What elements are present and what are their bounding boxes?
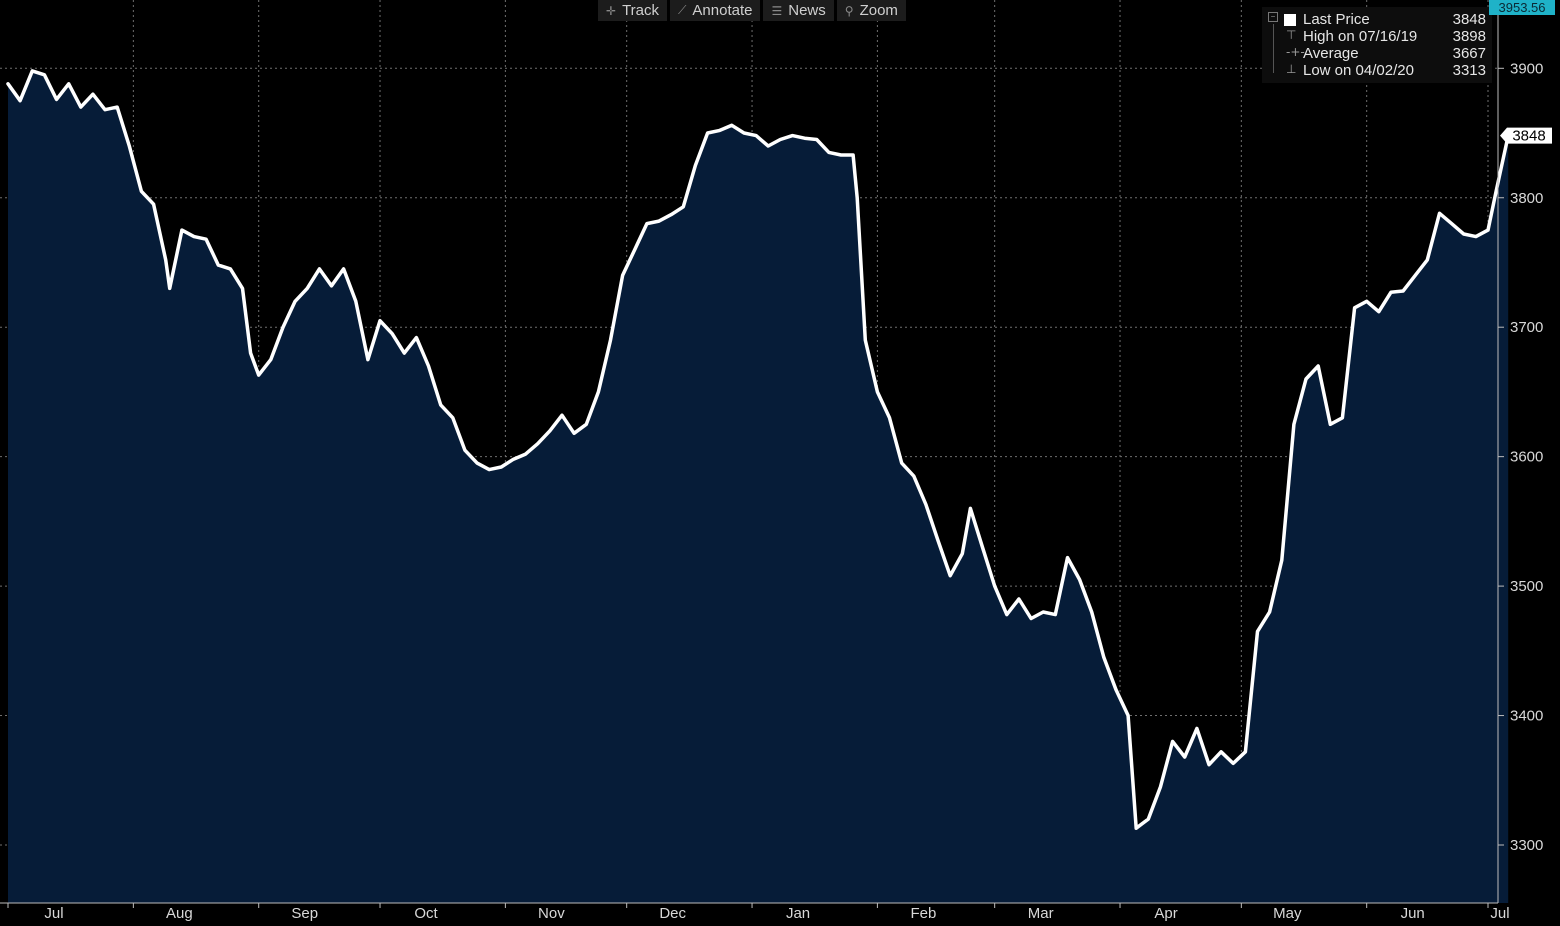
crosshair-icon: ✛ (606, 3, 617, 18)
x-tick-label: Apr (1154, 905, 1177, 922)
legend-bracket (1273, 24, 1274, 73)
track-label: Track (622, 2, 660, 19)
x-tick-label: Nov (538, 905, 565, 922)
y-tick-label: 3900 (1510, 60, 1543, 77)
collapse-icon[interactable]: − (1268, 12, 1278, 22)
news-label: News (788, 2, 826, 19)
price-area (6, 69, 1510, 903)
legend-last-price-value: 3848 (1452, 11, 1486, 28)
legend-average-label: Average (1303, 45, 1359, 62)
zoom-button[interactable]: ⚲ Zoom (836, 0, 906, 21)
legend-last-price-label: Last Price (1303, 11, 1370, 28)
x-tick-label: Dec (659, 905, 686, 922)
x-tick-label: Oct (414, 905, 438, 922)
last-price-label: 3848 (1512, 128, 1545, 145)
price-line (6, 69, 1510, 830)
chart-toolbar: ✛ Track ⟋ Annotate ☰ News ⚲ Zoom (598, 0, 906, 21)
x-tick-label: Sep (291, 905, 318, 922)
chart-legend: − Last Price 3848 ⊤ High on 07/16/19 389… (1262, 7, 1492, 83)
average-marker-icon: -+- (1286, 45, 1305, 59)
x-tick-label: Mar (1028, 905, 1054, 922)
y-tick-label: 3400 (1510, 708, 1543, 725)
x-tick-label: Jun (1401, 905, 1425, 922)
low-marker-icon: ⊥ (1286, 62, 1297, 76)
y-tick-label: 3800 (1510, 190, 1543, 207)
high-marker-icon: ⊤ (1286, 28, 1297, 42)
axis-max-badge: 3953.56 (1489, 0, 1555, 15)
annotate-label: Annotate (692, 2, 753, 19)
legend-last-price[interactable]: Last Price 3848 (1262, 11, 1486, 28)
legend-low-label: Low on 04/02/20 (1303, 62, 1414, 79)
news-icon: ☰ (771, 3, 783, 18)
legend-high-label: High on 07/16/19 (1303, 28, 1418, 45)
y-tick-label: 3500 (1510, 578, 1543, 595)
x-tick-label: Jul (44, 905, 63, 922)
legend-high-value: 3898 (1452, 28, 1486, 45)
pencil-icon: ⟋ (678, 3, 687, 17)
x-tick-label: May (1273, 905, 1302, 922)
legend-average-value: 3667 (1452, 45, 1486, 62)
magnifier-icon: ⚲ (844, 3, 854, 18)
y-tick-label: 3700 (1510, 319, 1543, 336)
series-swatch-icon (1284, 14, 1296, 26)
y-tick-label: 3600 (1510, 449, 1543, 466)
y-tick-label: 3300 (1510, 837, 1543, 854)
last-price-marker (1500, 127, 1552, 144)
news-button[interactable]: ☰ News (763, 0, 834, 21)
legend-low[interactable]: ⊥ Low on 04/02/20 3313 (1262, 62, 1486, 79)
area-fill (8, 70, 1509, 903)
legend-low-value: 3313 (1452, 62, 1486, 79)
x-tick-label: Jan (786, 905, 810, 922)
x-tick-label: Feb (910, 905, 936, 922)
legend-average[interactable]: -+- Average 3667 (1262, 45, 1486, 62)
annotate-button[interactable]: ⟋ Annotate (670, 0, 761, 21)
x-tick-label: Jul (1490, 905, 1509, 922)
x-tick-label: Aug (166, 905, 193, 922)
track-button[interactable]: ✛ Track (598, 0, 668, 21)
zoom-label: Zoom (859, 2, 898, 19)
legend-high[interactable]: ⊤ High on 07/16/19 3898 (1262, 28, 1486, 45)
